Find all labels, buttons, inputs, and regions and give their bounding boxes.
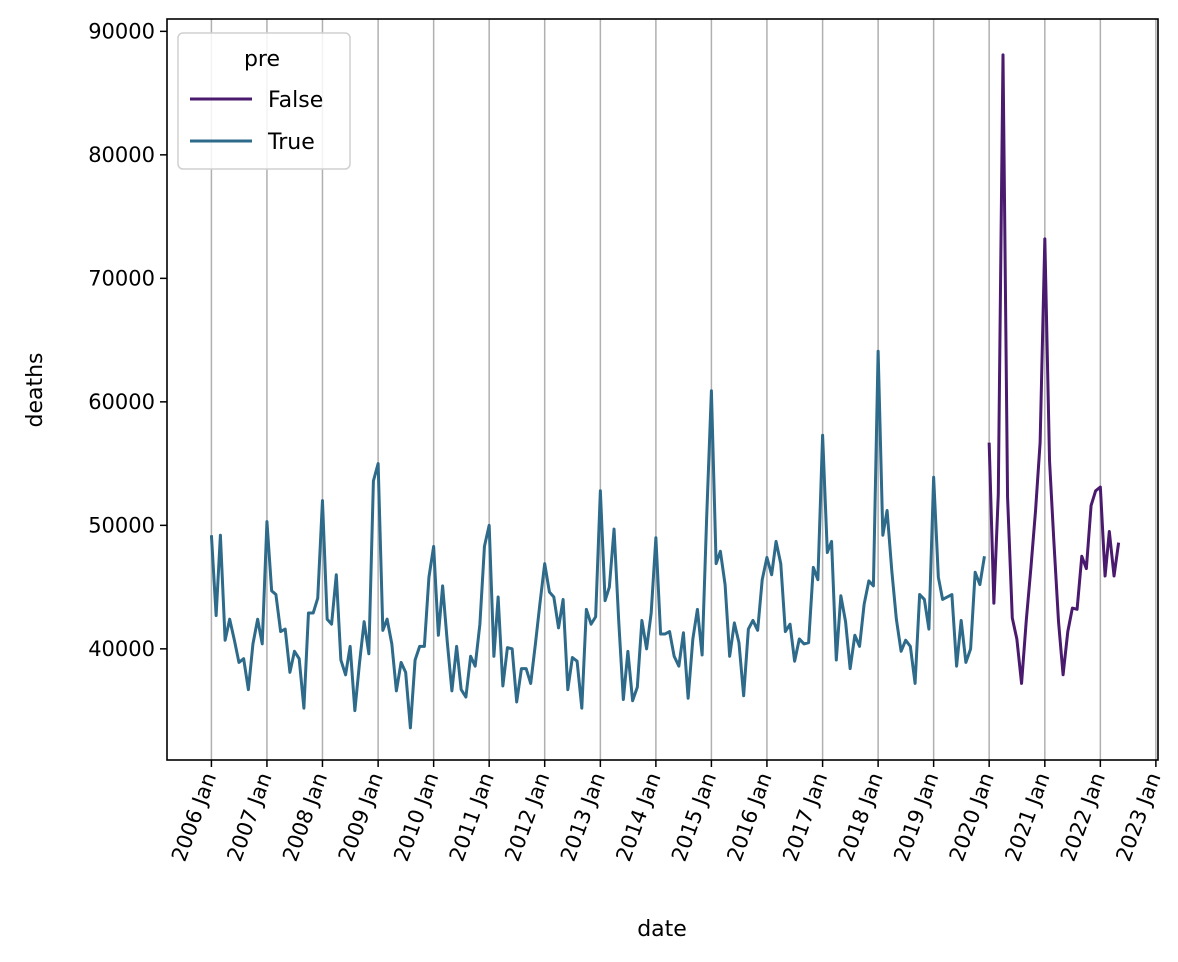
series-line-true [209,349,986,730]
y-tick-label: 70000 [88,266,155,290]
legend: pre False True [177,32,351,170]
plot-frame [166,18,1159,761]
series-line-false [987,53,1121,685]
y-tick-label: 60000 [88,390,155,414]
legend-label-true: True [267,130,315,155]
legend-box [177,32,351,170]
legend-label-false: False [268,88,323,113]
y-axis: 40000 50000 60000 70000 80000 90000 [88,19,167,661]
x-axis-label: date [637,917,687,942]
y-tick-label: 90000 [88,19,155,43]
series-lines [209,53,1121,730]
legend-title: pre [244,47,280,72]
y-axis-label: deaths [23,352,48,427]
y-tick-label: 80000 [88,143,155,167]
y-tick-label: 50000 [88,513,155,537]
y-tick-label: 40000 [88,637,155,661]
